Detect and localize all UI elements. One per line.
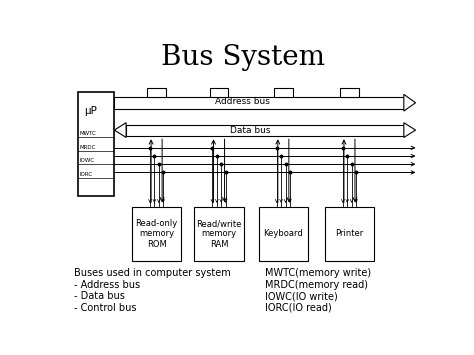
Bar (114, 97, 404, 109)
Text: MRDC: MRDC (80, 145, 96, 150)
Bar (274, 88, 292, 97)
Text: μP: μP (84, 105, 97, 115)
Bar (340, 88, 359, 97)
Text: Address bus: Address bus (216, 97, 270, 106)
Bar (210, 88, 228, 97)
Bar (258, 207, 308, 261)
Bar (147, 88, 166, 97)
Text: Buses used in computer system
- Address bus
- Data bus
- Control bus: Buses used in computer system - Address … (74, 268, 231, 313)
Text: IOWC: IOWC (80, 158, 95, 163)
Text: Read/write
memory
RAM: Read/write memory RAM (196, 219, 242, 249)
Text: Printer: Printer (335, 229, 364, 239)
Text: Data bus: Data bus (230, 126, 271, 135)
Bar (194, 207, 244, 261)
Text: MWTC: MWTC (80, 131, 96, 136)
Text: Read-only
memory
ROM: Read-only memory ROM (136, 219, 178, 249)
Bar (325, 207, 374, 261)
Text: Bus System: Bus System (161, 44, 325, 71)
Polygon shape (404, 123, 416, 137)
Polygon shape (114, 123, 126, 137)
Text: IORC: IORC (80, 172, 92, 177)
Bar (78, 92, 114, 196)
Text: Keyboard: Keyboard (264, 229, 303, 239)
Polygon shape (404, 94, 416, 111)
Bar (132, 207, 182, 261)
Bar (126, 125, 404, 136)
Text: MWTC(memory write)
MRDC(memory read)
IOWC(IO write)
IORC(IO read): MWTC(memory write) MRDC(memory read) IOW… (265, 268, 371, 313)
